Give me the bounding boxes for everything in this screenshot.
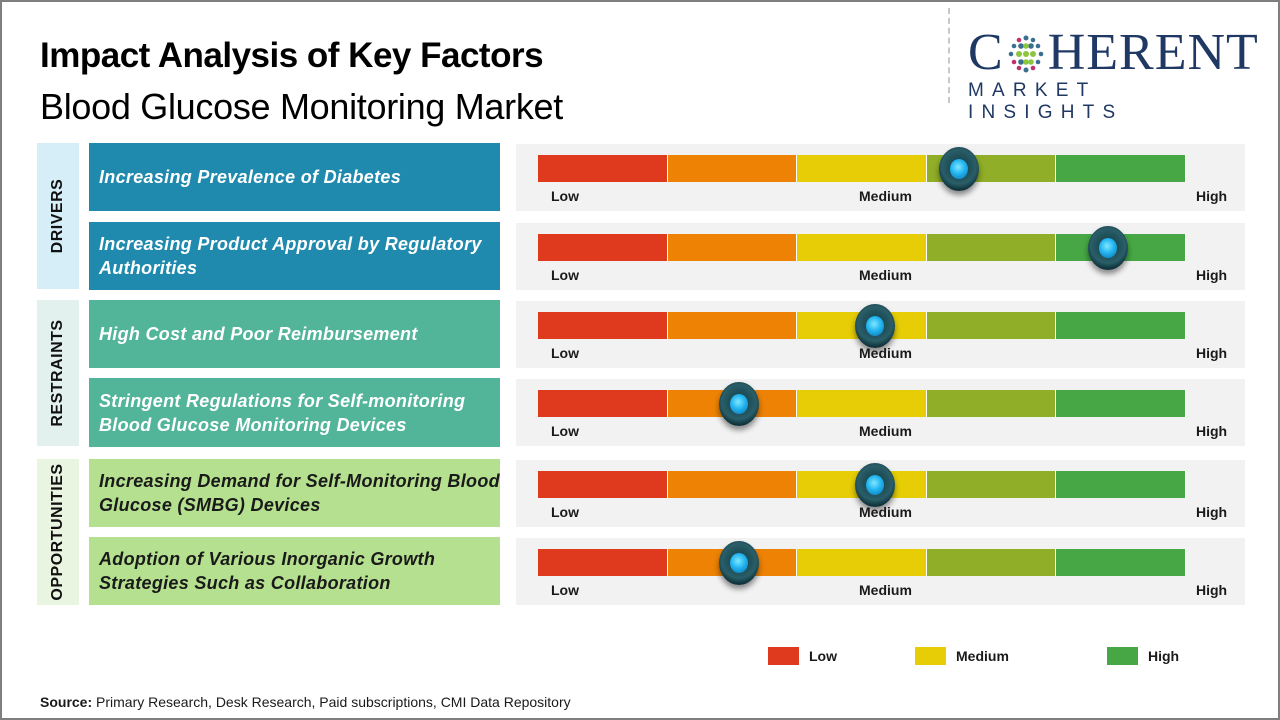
factor-label: Increasing Demand for Self-Monitoring Bl… — [99, 471, 500, 515]
logo-subtext: MARKET INSIGHTS — [968, 80, 1124, 123]
impact-gauge: Low Medium High — [516, 460, 1245, 527]
gauge-indicator-knob — [1088, 226, 1129, 270]
gauge-segment — [1056, 312, 1186, 339]
gauge-segment — [797, 390, 927, 417]
factor-box: Increasing Demand for Self-Monitoring Bl… — [89, 459, 500, 527]
gauge-label-medium: Medium — [859, 582, 912, 598]
gauge-label-medium: Medium — [859, 188, 912, 204]
gauge-indicator-knob — [939, 147, 980, 191]
gauge-label-medium: Medium — [859, 345, 912, 361]
factor-box: High Cost and Poor Reimbursement — [89, 300, 500, 368]
impact-gauge: Low Medium High — [516, 144, 1245, 211]
gauge-segment — [926, 312, 1057, 339]
factor-box: Increasing Product Approval by Regulator… — [89, 222, 500, 290]
factor-label: Increasing Product Approval by Regulator… — [99, 234, 482, 278]
impact-gauge: Low Medium High — [516, 379, 1245, 446]
gauge-segment — [538, 390, 668, 417]
factor-label: Increasing Prevalence of Diabetes — [99, 167, 402, 187]
gauge-segment — [926, 390, 1057, 417]
divider — [948, 8, 950, 103]
gauge-bar — [538, 382, 1186, 426]
gauge-label-high: High — [1196, 423, 1228, 439]
gauge-segment — [797, 155, 927, 182]
factor-label: Adoption of Various Inorganic Growth Str… — [99, 549, 436, 593]
gauge-segment — [538, 312, 668, 339]
gauge-label-high: High — [1196, 267, 1228, 283]
page-subtitle: Blood Glucose Monitoring Market — [40, 86, 563, 127]
gauge-segment — [926, 549, 1057, 576]
gauge-segment — [667, 471, 798, 498]
gauge-segment — [1056, 549, 1186, 576]
category-label: RESTRAINTS — [49, 319, 66, 427]
gauge-segment — [667, 312, 798, 339]
legend-item-medium: Medium — [915, 647, 1009, 665]
gauge-label-low: Low — [551, 582, 579, 598]
gauge-indicator-knob — [718, 541, 759, 585]
gauge-label-medium: Medium — [859, 504, 912, 520]
gauge-label-high: High — [1196, 504, 1228, 520]
factor-label: Stringent Regulations for Self-monitorin… — [99, 390, 466, 435]
factor-box: Adoption of Various Inorganic Growth Str… — [89, 537, 500, 605]
gauge-label-low: Low — [551, 423, 579, 439]
gauge-segment — [667, 234, 798, 261]
category-drivers: DRIVERS — [37, 143, 79, 289]
gauge-label-medium: Medium — [859, 267, 912, 283]
gauge-segment — [667, 155, 798, 182]
gauge-segment — [538, 471, 668, 498]
category-label: DRIVERS — [49, 178, 66, 254]
factor-label: High Cost and Poor Reimbursement — [99, 324, 418, 344]
legend-label: Low — [809, 648, 837, 664]
gauge-label-high: High — [1196, 582, 1228, 598]
gauge-segment — [538, 549, 668, 576]
gauge-segment — [538, 155, 668, 182]
gauge-segment — [1056, 471, 1186, 498]
factor-box: Stringent Regulations for Self-monitorin… — [89, 378, 500, 447]
gauge-segment — [797, 234, 927, 261]
source-label: Source: — [40, 694, 93, 710]
company-logo: C HERENT MARKET INSIGHTS — [968, 24, 1263, 124]
factor-box: Increasing Prevalence of Diabetes — [89, 143, 500, 211]
category-label: OPPORTUNITIES — [49, 463, 66, 601]
category-restraints: RESTRAINTS — [37, 300, 79, 446]
gauge-indicator-knob — [854, 463, 895, 507]
impact-gauge: Low Medium High — [516, 223, 1245, 290]
gauge-segment — [797, 549, 927, 576]
gauge-bar — [538, 147, 1186, 191]
legend-swatch — [768, 647, 799, 665]
logo-letter-c: C — [968, 24, 1004, 81]
gauge-label-low: Low — [551, 345, 579, 361]
gauge-segment — [1056, 155, 1186, 182]
legend-label: High — [1148, 648, 1180, 664]
gauge-segment — [926, 234, 1057, 261]
logo-text: HERENT — [1047, 24, 1259, 81]
gauge-label-low: Low — [551, 504, 579, 520]
source-note: Source: Primary Research, Desk Research,… — [40, 694, 571, 710]
gauge-segment — [538, 234, 668, 261]
impact-gauge: Low Medium High — [516, 538, 1245, 605]
gauge-indicator-knob — [854, 304, 895, 348]
gauge-label-medium: Medium — [859, 423, 912, 439]
gauge-bar — [538, 304, 1186, 348]
legend-swatch — [915, 647, 946, 665]
gauge-bar — [538, 463, 1186, 507]
gauge-bar — [538, 226, 1186, 270]
gauge-label-high: High — [1196, 188, 1228, 204]
gauge-label-low: Low — [551, 188, 579, 204]
gauge-segment — [926, 471, 1057, 498]
globe-dots-icon — [1006, 33, 1046, 73]
legend-item-low: Low — [768, 647, 837, 665]
legend-label: Medium — [956, 648, 1009, 664]
gauge-bar — [538, 541, 1186, 585]
impact-gauge: Low Medium High — [516, 301, 1245, 368]
legend-swatch — [1107, 647, 1138, 665]
page-title: Impact Analysis of Key Factors — [40, 36, 544, 75]
gauge-label-low: Low — [551, 267, 579, 283]
category-opportunities: OPPORTUNITIES — [37, 459, 79, 605]
gauge-indicator-knob — [718, 382, 759, 426]
gauge-label-high: High — [1196, 345, 1228, 361]
gauge-segment — [1056, 390, 1186, 417]
source-text: Primary Research, Desk Research, Paid su… — [92, 694, 571, 710]
legend-item-high: High — [1107, 647, 1179, 665]
